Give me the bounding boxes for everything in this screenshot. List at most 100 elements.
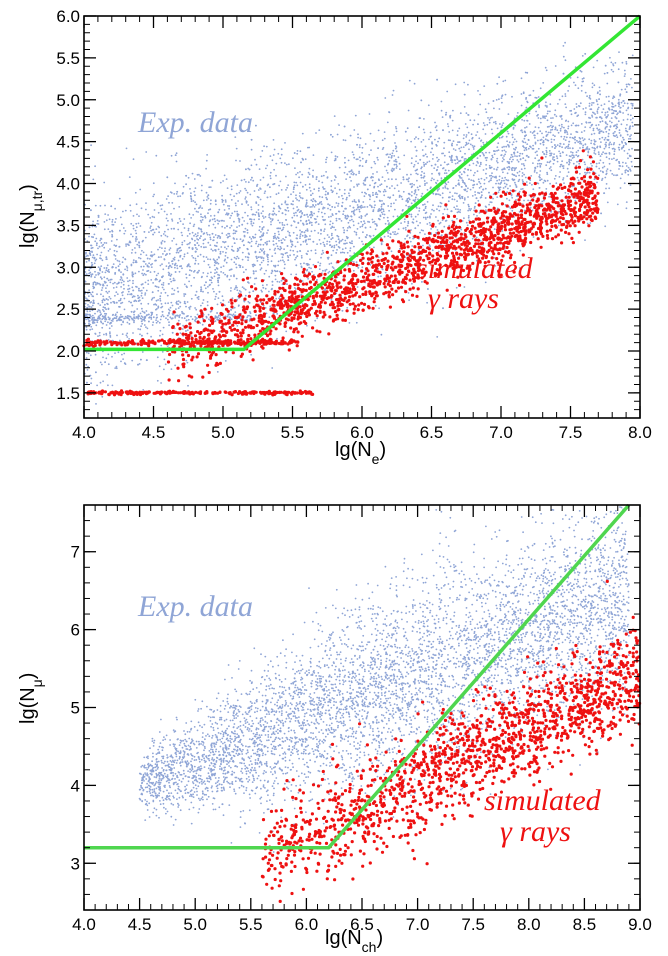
exp-data-point bbox=[280, 247, 283, 250]
exp-data-point bbox=[483, 182, 486, 185]
exp-data-point bbox=[291, 243, 293, 246]
exp-data-point bbox=[276, 245, 279, 248]
exp-data-point bbox=[580, 131, 583, 134]
exp-data-point bbox=[458, 127, 461, 130]
exp-data-point bbox=[574, 84, 577, 87]
exp-data-point bbox=[116, 259, 119, 262]
exp-data-point bbox=[625, 83, 628, 86]
exp-data-point bbox=[434, 226, 437, 228]
exp-data-point bbox=[443, 154, 446, 157]
exp-data-point bbox=[605, 141, 607, 144]
exp-data-point bbox=[355, 261, 358, 263]
exp-data-point bbox=[272, 240, 275, 243]
exp-data-point bbox=[277, 264, 279, 267]
exp-data-point bbox=[189, 241, 191, 244]
exp-data-point bbox=[493, 121, 495, 124]
exp-data-point bbox=[544, 117, 546, 119]
exp-data-point bbox=[527, 199, 529, 202]
exp-data-point bbox=[103, 280, 106, 283]
exp-data-point bbox=[394, 231, 396, 233]
exp-data-point bbox=[567, 147, 569, 150]
exp-data-point bbox=[454, 83, 457, 86]
exp-data-point bbox=[566, 131, 568, 134]
exp-data-point bbox=[623, 75, 626, 77]
exp-data-point bbox=[326, 243, 328, 245]
exp-data-point bbox=[106, 374, 109, 376]
exp-data-point bbox=[489, 117, 492, 119]
exp-data-point bbox=[606, 72, 609, 74]
exp-data-point bbox=[326, 240, 329, 243]
exp-data-point bbox=[141, 297, 144, 299]
exp-data-point bbox=[126, 336, 129, 338]
exp-data-point bbox=[555, 155, 558, 158]
exp-data-point bbox=[447, 169, 450, 172]
exp-data-point bbox=[157, 289, 160, 292]
exp-data-point bbox=[187, 315, 189, 317]
exp-data-point bbox=[514, 148, 517, 151]
exp-data-point bbox=[230, 224, 233, 227]
exp-data-point bbox=[501, 95, 503, 98]
exp-data-point bbox=[116, 283, 118, 285]
exp-data-point bbox=[274, 278, 277, 281]
exp-data-point bbox=[108, 290, 110, 293]
exp-data-point bbox=[195, 290, 198, 293]
exp-data-point bbox=[457, 208, 459, 211]
exp-data-point bbox=[577, 179, 580, 182]
exp-data-point bbox=[193, 223, 196, 226]
exp-data-point bbox=[488, 203, 490, 206]
exp-data-point bbox=[321, 249, 324, 252]
exp-data-point bbox=[282, 226, 285, 229]
exp-data-point bbox=[125, 245, 127, 247]
exp-data-point bbox=[396, 215, 399, 218]
exp-data-point bbox=[140, 253, 142, 256]
exp-data-point bbox=[473, 207, 476, 209]
exp-data-point bbox=[272, 214, 274, 216]
exp-data-point bbox=[550, 169, 553, 172]
exp-data-point bbox=[407, 222, 410, 225]
exp-data-point bbox=[612, 97, 614, 100]
exp-data-point bbox=[99, 381, 102, 384]
exp-data-point bbox=[622, 112, 624, 114]
exp-data-point bbox=[110, 319, 113, 322]
exp-data-point bbox=[591, 102, 593, 104]
exp-data-point bbox=[244, 187, 247, 190]
exp-data-point bbox=[329, 208, 332, 211]
exp-data-point bbox=[559, 171, 561, 173]
exp-data-point bbox=[369, 204, 371, 207]
exp-data-point bbox=[465, 134, 468, 136]
exp-data-point bbox=[618, 101, 620, 104]
exp-data-point bbox=[440, 100, 443, 103]
exp-data-point bbox=[119, 216, 122, 219]
exp-data-point bbox=[370, 149, 372, 152]
exp-data-point bbox=[330, 180, 333, 182]
exp-data-point bbox=[571, 151, 574, 154]
exp-data-point bbox=[276, 236, 279, 239]
exp-data-point bbox=[368, 246, 371, 249]
exp-data-point bbox=[562, 138, 565, 140]
exp-data-point bbox=[573, 81, 575, 84]
exp-data-point bbox=[562, 55, 565, 58]
exp-data-point bbox=[356, 185, 359, 187]
exp-data-point bbox=[505, 145, 508, 148]
exp-data-point bbox=[303, 231, 306, 234]
exp-data-point bbox=[570, 113, 573, 116]
exp-data-point bbox=[356, 286, 359, 288]
exp-data-point bbox=[631, 54, 634, 57]
exp-data-point bbox=[615, 134, 618, 137]
exp-data-point bbox=[438, 209, 441, 212]
exp-data-point bbox=[187, 176, 190, 179]
exp-data-point bbox=[281, 212, 284, 215]
exp-data-point bbox=[284, 213, 287, 216]
exp-data-point bbox=[105, 258, 108, 260]
exp-data-point bbox=[465, 184, 467, 187]
exp-data-point bbox=[97, 335, 99, 337]
exp-data-point bbox=[99, 361, 102, 364]
exp-data-point bbox=[135, 285, 137, 288]
exp-data-point bbox=[353, 172, 355, 175]
exp-data-point bbox=[108, 318, 111, 321]
exp-data-point bbox=[222, 180, 225, 182]
exp-data-point bbox=[365, 161, 367, 164]
exp-data-point bbox=[366, 213, 368, 216]
exp-data-point bbox=[610, 61, 613, 64]
exp-data-point bbox=[395, 163, 398, 166]
